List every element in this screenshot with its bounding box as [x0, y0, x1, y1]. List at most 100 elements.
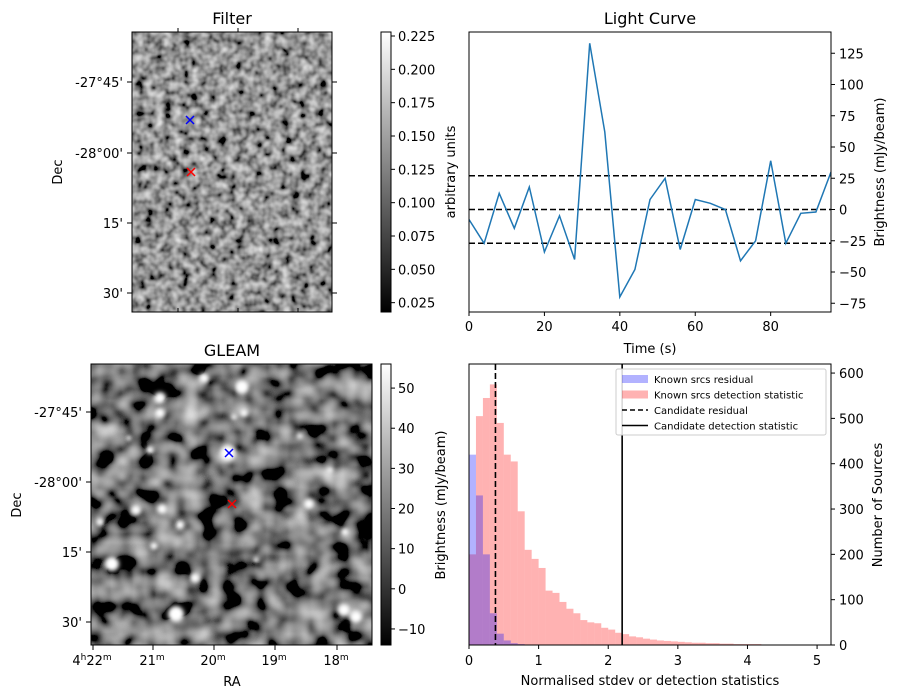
light-curve-y-tick-label: 100	[839, 79, 864, 94]
histogram-bar-detection	[608, 629, 616, 645]
gleam-x-tick-label: 20m	[200, 653, 225, 669]
histogram-bar-detection	[636, 637, 644, 645]
histogram-left-y-label: Brightness (mJy/beam)	[434, 431, 449, 580]
gleam-colorbar-tick-label: 40	[398, 422, 415, 437]
histogram-bar-detection	[594, 623, 602, 645]
legend-label: Known srcs residual	[654, 375, 753, 386]
histogram-y-tick-label: 500	[839, 412, 864, 427]
gleam-colorbar-tick-label: 0	[398, 583, 406, 598]
histogram-bar-detection	[580, 620, 588, 645]
filter-marker-known-source	[185, 115, 195, 125]
histogram-bar-detection	[482, 397, 490, 645]
gleam-colorbar-tick-label: 30	[398, 462, 415, 477]
light-curve-x-tick-label: 20	[536, 320, 553, 335]
histogram-bar-detection	[677, 641, 685, 645]
filter-y-label: Dec	[51, 159, 66, 184]
gleam-colorbar-tick-label: 10	[398, 543, 415, 558]
histogram-bar-detection	[510, 461, 518, 645]
gleam-markers	[224, 448, 237, 509]
gleam-x-tick-label: 4h22m	[72, 653, 111, 669]
histogram-bar-detection	[524, 549, 532, 645]
histogram-bar-detection	[615, 632, 623, 645]
histogram-bar-detection	[545, 590, 553, 645]
gleam-colorbar	[380, 363, 392, 646]
histogram-bar-residual	[510, 643, 518, 645]
gleam-marker-candidate	[227, 499, 237, 509]
histogram-y-tick-label: 600	[839, 367, 864, 382]
filter-y-tick-label: -27°45'	[75, 76, 123, 91]
legend-swatch	[622, 375, 648, 383]
histogram-bar-detection	[629, 636, 637, 645]
filter-colorbar-ticks: 0.025 0.050 0.075 0.100 0.125 0.150 0.175 0.200…	[391, 30, 435, 312]
filter-panel: Filter -27°45'-28°00'15'30' Dec 0.0250.0…	[51, 9, 459, 313]
histogram-bar-detection	[566, 608, 574, 645]
filter-colorbar-tick-label: 0.175	[398, 97, 435, 112]
histogram-y-tick-label: 400	[839, 458, 864, 473]
histogram-right-y-label: Number of Sources	[871, 443, 886, 568]
filter-markers	[185, 115, 196, 177]
filter-colorbar-label: arbitrary units	[444, 125, 459, 218]
histogram-panel: 0 1 2 3 4 5 0 100 200 300 400 500 600 Normalised st…	[434, 363, 886, 689]
histogram-bar-detection	[726, 643, 734, 645]
histogram-bar-detection	[503, 454, 511, 645]
gleam-y-tick-label: 15'	[62, 546, 82, 561]
light-curve-x-axis: 0 20 40 60 80	[465, 312, 779, 335]
histogram-bar-detection	[643, 638, 650, 645]
histogram-y-axis: 0 100 200 300 400 500 600	[831, 367, 864, 654]
histogram-bar-detection	[663, 640, 671, 645]
light-curve-y-tick-label: 50	[839, 141, 856, 156]
light-curve-x-tick-label: 60	[687, 320, 704, 335]
histogram-bar-detection	[469, 554, 476, 645]
gleam-x-label: RA	[223, 675, 241, 690]
legend-label: Candidate residual	[654, 406, 748, 417]
histogram-x-label: Normalised stdev or detection statistics	[521, 674, 780, 689]
filter-colorbar-tick-label: 0.125	[398, 163, 435, 178]
histogram-bar-detection	[531, 558, 539, 645]
gleam-x-tick-label: 18m	[323, 653, 348, 669]
histogram-bar-detection	[601, 627, 609, 645]
histogram-y-tick-label: 200	[839, 548, 864, 563]
histogram-bar-detection	[538, 567, 546, 645]
filter-colorbar-tick-label: 0.050	[398, 263, 435, 278]
legend-label: Candidate detection statistic	[654, 422, 798, 433]
histogram-bar-detection	[670, 641, 678, 645]
light-curve-y-label: Brightness (mJy/beam)	[873, 98, 888, 247]
histogram-x-tick-label: 3	[674, 654, 682, 669]
filter-colorbar-tick-label: 0.075	[398, 230, 435, 245]
filter-colorbar	[380, 31, 392, 313]
filter-colorbar-tick-label: 0.025	[398, 297, 435, 312]
light-curve-y-tick-label: 0	[839, 204, 847, 219]
light-curve-line	[469, 43, 831, 300]
gleam-title: GLEAM	[204, 341, 260, 360]
filter-y-axis: -27°45' -28°00' 15' 30'	[75, 76, 132, 302]
histogram-bar-detection	[712, 643, 720, 645]
histogram-bars	[469, 384, 818, 645]
filter-colorbar-tick-label: 0.100	[398, 197, 435, 212]
gleam-colorbar-ticks: −10 0 10 20 30 40 50	[391, 382, 425, 638]
filter-colorbar-tick-label: 0.200	[398, 63, 435, 78]
light-curve-y-tick-label: −25	[839, 235, 866, 250]
gleam-x-tick-label: 21m	[139, 653, 164, 669]
light-curve-x-tick-label: 0	[465, 320, 473, 335]
legend-label: Known srcs detection statistic	[654, 391, 803, 402]
histogram-bar-detection	[552, 592, 560, 645]
histogram-bar-residual	[482, 554, 490, 645]
histogram-bar-detection	[698, 642, 706, 645]
light-curve-y-axis: −75 −50 −25 0 25 50 75 100 125	[831, 47, 866, 312]
histogram-y-tick-label: 0	[839, 639, 847, 654]
histogram-bar-detection	[656, 640, 664, 645]
filter-y-tick-label: 15'	[103, 217, 123, 232]
histogram-bar-detection	[684, 642, 692, 645]
light-curve-panel: Light Curve 0 20 40 60 80 −75 −50 −25 0 25 50 75 10…	[465, 9, 888, 357]
light-curve-y-tick-label: −50	[839, 266, 866, 281]
histogram-bar-residual	[496, 633, 504, 645]
histogram-bar-detection	[517, 511, 525, 645]
histogram-bar-residual	[489, 613, 497, 645]
filter-colorbar-tick-label: 0.150	[398, 130, 435, 145]
gleam-y-tick-label: -28°00'	[34, 476, 82, 491]
light-curve-x-tick-label: 80	[762, 320, 779, 335]
light-curve-title: Light Curve	[604, 9, 696, 28]
histogram-bar-detection	[475, 416, 483, 645]
light-curve-y-tick-label: 125	[839, 47, 864, 62]
